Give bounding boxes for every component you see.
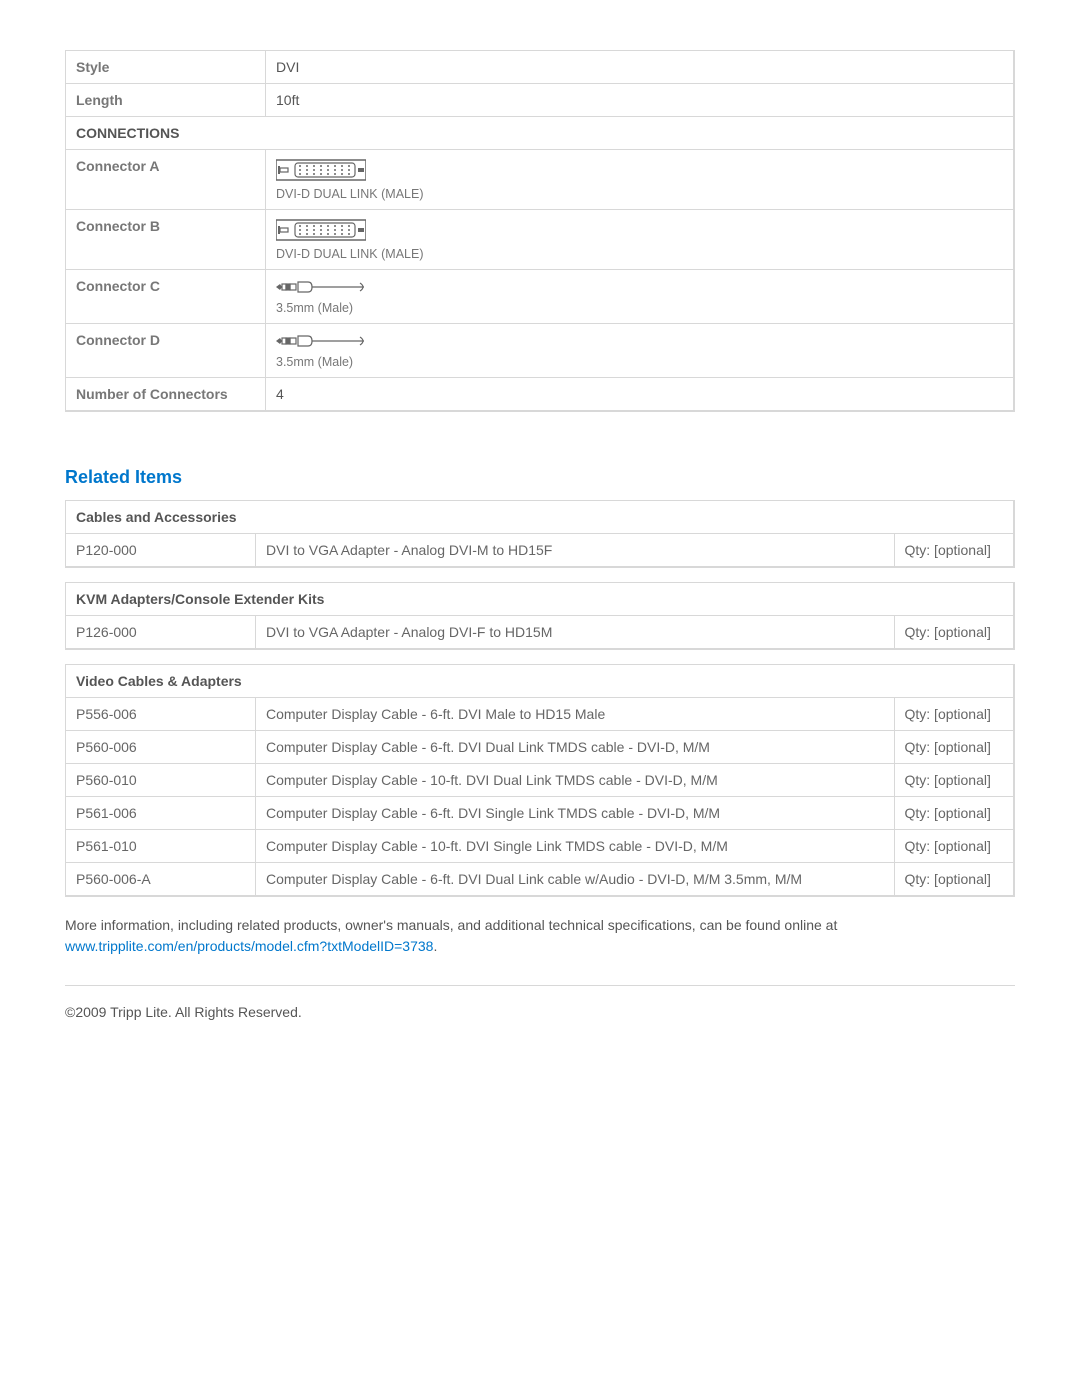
sku-cell: P561-010 — [66, 830, 256, 863]
table-row: P561-010Computer Display Cable - 10-ft. … — [66, 830, 1015, 863]
table-row: P561-006Computer Display Cable - 6-ft. D… — [66, 797, 1015, 830]
table-row: Number of Connectors 4 — [66, 378, 1015, 412]
sku-cell: P126-000 — [66, 616, 256, 650]
audio-jack-icon — [276, 278, 366, 299]
style-value: DVI — [266, 51, 1015, 84]
more-info-link[interactable]: www.tripplite.com/en/products/model.cfm?… — [65, 938, 433, 954]
table-row: Connector A — [66, 150, 1015, 210]
table-row: Connector B — [66, 210, 1015, 270]
length-label: Length — [66, 84, 266, 117]
desc-cell: DVI to VGA Adapter - Analog DVI-M to HD1… — [256, 534, 895, 568]
table-row: Connector C 3. — [66, 270, 1015, 324]
qty-cell: Qty: [optional] — [894, 797, 1014, 830]
kvm-header: KVM Adapters/Console Extender Kits — [66, 583, 1015, 616]
connections-header: CONNECTIONS — [66, 117, 1015, 150]
cables-header: Cables and Accessories — [66, 501, 1015, 534]
sku-cell: P560-006-A — [66, 863, 256, 897]
connector-d-caption: 3.5mm (Male) — [276, 355, 1003, 369]
connector-c-label: Connector C — [66, 270, 266, 324]
table-row: Length 10ft — [66, 84, 1015, 117]
connector-d-label: Connector D — [66, 324, 266, 378]
table-row: Connector D 3. — [66, 324, 1015, 378]
qty-cell: Qty: [optional] — [894, 698, 1014, 731]
desc-cell: Computer Display Cable - 6-ft. DVI Dual … — [256, 863, 895, 897]
connector-c-caption: 3.5mm (Male) — [276, 301, 1003, 315]
desc-cell: Computer Display Cable - 6-ft. DVI Dual … — [256, 731, 895, 764]
desc-cell: DVI to VGA Adapter - Analog DVI-F to HD1… — [256, 616, 895, 650]
length-value: 10ft — [266, 84, 1015, 117]
video-cables-table: Video Cables & Adapters P556-006Computer… — [65, 664, 1015, 897]
connector-b-caption: DVI-D DUAL LINK (MALE) — [276, 247, 1003, 261]
kvm-adapters-table: KVM Adapters/Console Extender Kits P126-… — [65, 582, 1015, 650]
qty-cell: Qty: [optional] — [894, 764, 1014, 797]
table-row: P120-000DVI to VGA Adapter - Analog DVI-… — [66, 534, 1015, 568]
table-row: P556-006Computer Display Cable - 6-ft. D… — [66, 698, 1015, 731]
qty-cell: Qty: [optional] — [894, 731, 1014, 764]
video-header: Video Cables & Adapters — [66, 665, 1015, 698]
sku-cell: P120-000 — [66, 534, 256, 568]
num-connectors-label: Number of Connectors — [66, 378, 266, 412]
connector-a-label: Connector A — [66, 150, 266, 210]
table-row: P560-006-AComputer Display Cable - 6-ft.… — [66, 863, 1015, 897]
connector-a-caption: DVI-D DUAL LINK (MALE) — [276, 187, 1003, 201]
sku-cell: P560-006 — [66, 731, 256, 764]
more-info-text: More information, including related prod… — [65, 915, 1015, 957]
related-items-heading: Related Items — [65, 467, 1015, 488]
qty-cell: Qty: [optional] — [894, 616, 1014, 650]
sku-cell: P556-006 — [66, 698, 256, 731]
table-row: P560-006Computer Display Cable - 6-ft. D… — [66, 731, 1015, 764]
qty-cell: Qty: [optional] — [894, 534, 1014, 568]
more-info-prefix: More information, including related prod… — [65, 917, 837, 933]
table-row: P126-000DVI to VGA Adapter - Analog DVI-… — [66, 616, 1015, 650]
dvi-connector-icon — [276, 158, 366, 185]
qty-cell: Qty: [optional] — [894, 863, 1014, 897]
dvi-connector-icon — [276, 218, 366, 245]
copyright-text: ©2009 Tripp Lite. All Rights Reserved. — [65, 1004, 1015, 1020]
desc-cell: Computer Display Cable - 6-ft. DVI Male … — [256, 698, 895, 731]
audio-jack-icon — [276, 332, 366, 353]
desc-cell: Computer Display Cable - 6-ft. DVI Singl… — [256, 797, 895, 830]
connections-header-row: CONNECTIONS — [66, 117, 1015, 150]
divider — [65, 985, 1015, 986]
desc-cell: Computer Display Cable - 10-ft. DVI Sing… — [256, 830, 895, 863]
num-connectors-value: 4 — [266, 378, 1015, 412]
spec-table: Style DVI Length 10ft CONNECTIONS Connec… — [65, 50, 1015, 412]
desc-cell: Computer Display Cable - 10-ft. DVI Dual… — [256, 764, 895, 797]
sku-cell: P560-010 — [66, 764, 256, 797]
table-row: Style DVI — [66, 51, 1015, 84]
connector-b-label: Connector B — [66, 210, 266, 270]
table-row: P560-010Computer Display Cable - 10-ft. … — [66, 764, 1015, 797]
sku-cell: P561-006 — [66, 797, 256, 830]
cables-accessories-table: Cables and Accessories P120-000DVI to VG… — [65, 500, 1015, 568]
style-label: Style — [66, 51, 266, 84]
qty-cell: Qty: [optional] — [894, 830, 1014, 863]
